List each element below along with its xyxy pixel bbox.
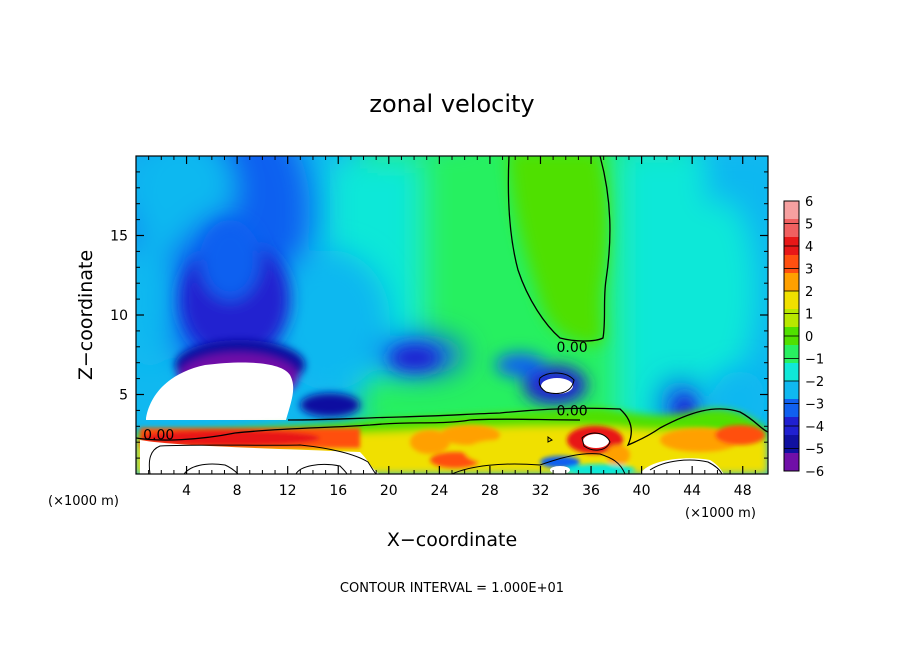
- colorbar-label: −1: [805, 353, 824, 368]
- x-tick-label: 16: [329, 483, 347, 499]
- colorbar-label: −4: [805, 420, 824, 435]
- contour-line-lower: [136, 418, 581, 441]
- y-tick-label: 10: [110, 308, 128, 324]
- x-tick-label: 28: [481, 483, 499, 499]
- colorbar-label: 4: [805, 240, 813, 255]
- colorbar: 6 5 4 3 2 1 0 −1 −2 −3 −4 −5 −6: [783, 195, 824, 480]
- colorbar-label: 2: [805, 285, 813, 300]
- x-tick-label: 24: [430, 483, 448, 499]
- colorbar-swatch: [784, 201, 799, 220]
- x-tick-label: 36: [582, 483, 600, 499]
- x-tick-label: 32: [532, 483, 550, 499]
- contour-label: 0.00: [556, 403, 587, 419]
- x-tick-label: 44: [683, 483, 701, 499]
- colorbar-label: 0: [805, 330, 813, 345]
- bubble-right: [541, 378, 573, 394]
- x-tick-label: 12: [279, 483, 297, 499]
- colorbar-swatch: [784, 309, 799, 328]
- colorbar-label: −5: [805, 443, 824, 458]
- x-tick-label: 8: [233, 483, 242, 499]
- x-tick-label: 4: [182, 483, 191, 499]
- colorbar-label: 3: [805, 263, 813, 278]
- y-axis: 5 10 15: [110, 171, 768, 459]
- x-tick-label: 20: [380, 483, 398, 499]
- colorbar-swatch: [784, 291, 799, 310]
- y-tick-label: 15: [110, 229, 128, 245]
- colorbar-swatch: [784, 363, 799, 382]
- colorbar-label: −6: [805, 465, 824, 480]
- x-axis-label: X−coordinate: [387, 529, 517, 551]
- colorbar-swatch: [784, 219, 799, 238]
- colorbar-label: −2: [805, 375, 824, 390]
- contour-label: 0.00: [556, 340, 587, 356]
- colorbar-swatch: [784, 453, 799, 472]
- chart-title: zonal velocity: [369, 90, 534, 118]
- plot-area: 0.00 0.00 0.00: [136, 156, 768, 474]
- colorbar-swatch: [784, 345, 799, 364]
- y-axis-label: Z−coordinate: [75, 250, 97, 380]
- colorbar-swatch: [784, 255, 799, 274]
- x-axis: 4 8 12 16 20 24 28 32 36 40 44 48: [148, 156, 756, 499]
- contour-line-middle: [287, 407, 768, 447]
- contour-label: 0.00: [143, 427, 174, 443]
- x-unit-label-left: (×1000 m): [48, 494, 119, 509]
- colorbar-swatch: [784, 273, 799, 292]
- colorbar-label: −3: [805, 398, 824, 413]
- x-tick-label: 40: [633, 483, 651, 499]
- colorbar-label: 1: [805, 308, 813, 323]
- colorbar-label: 5: [805, 218, 813, 233]
- contour-line-upper: [507, 156, 611, 342]
- colorbar-swatch: [784, 381, 799, 400]
- x-unit-label-right: (×1000 m): [685, 506, 756, 521]
- x-tick-label: 48: [734, 483, 752, 499]
- contour-interval-note: CONTOUR INTERVAL = 1.000E+01: [340, 581, 564, 596]
- colorbar-swatch: [784, 399, 799, 418]
- colorbar-label: 6: [805, 195, 813, 210]
- colorbar-swatch: [784, 435, 799, 454]
- bubble-left: [146, 362, 294, 420]
- y-tick-label: 5: [119, 388, 128, 404]
